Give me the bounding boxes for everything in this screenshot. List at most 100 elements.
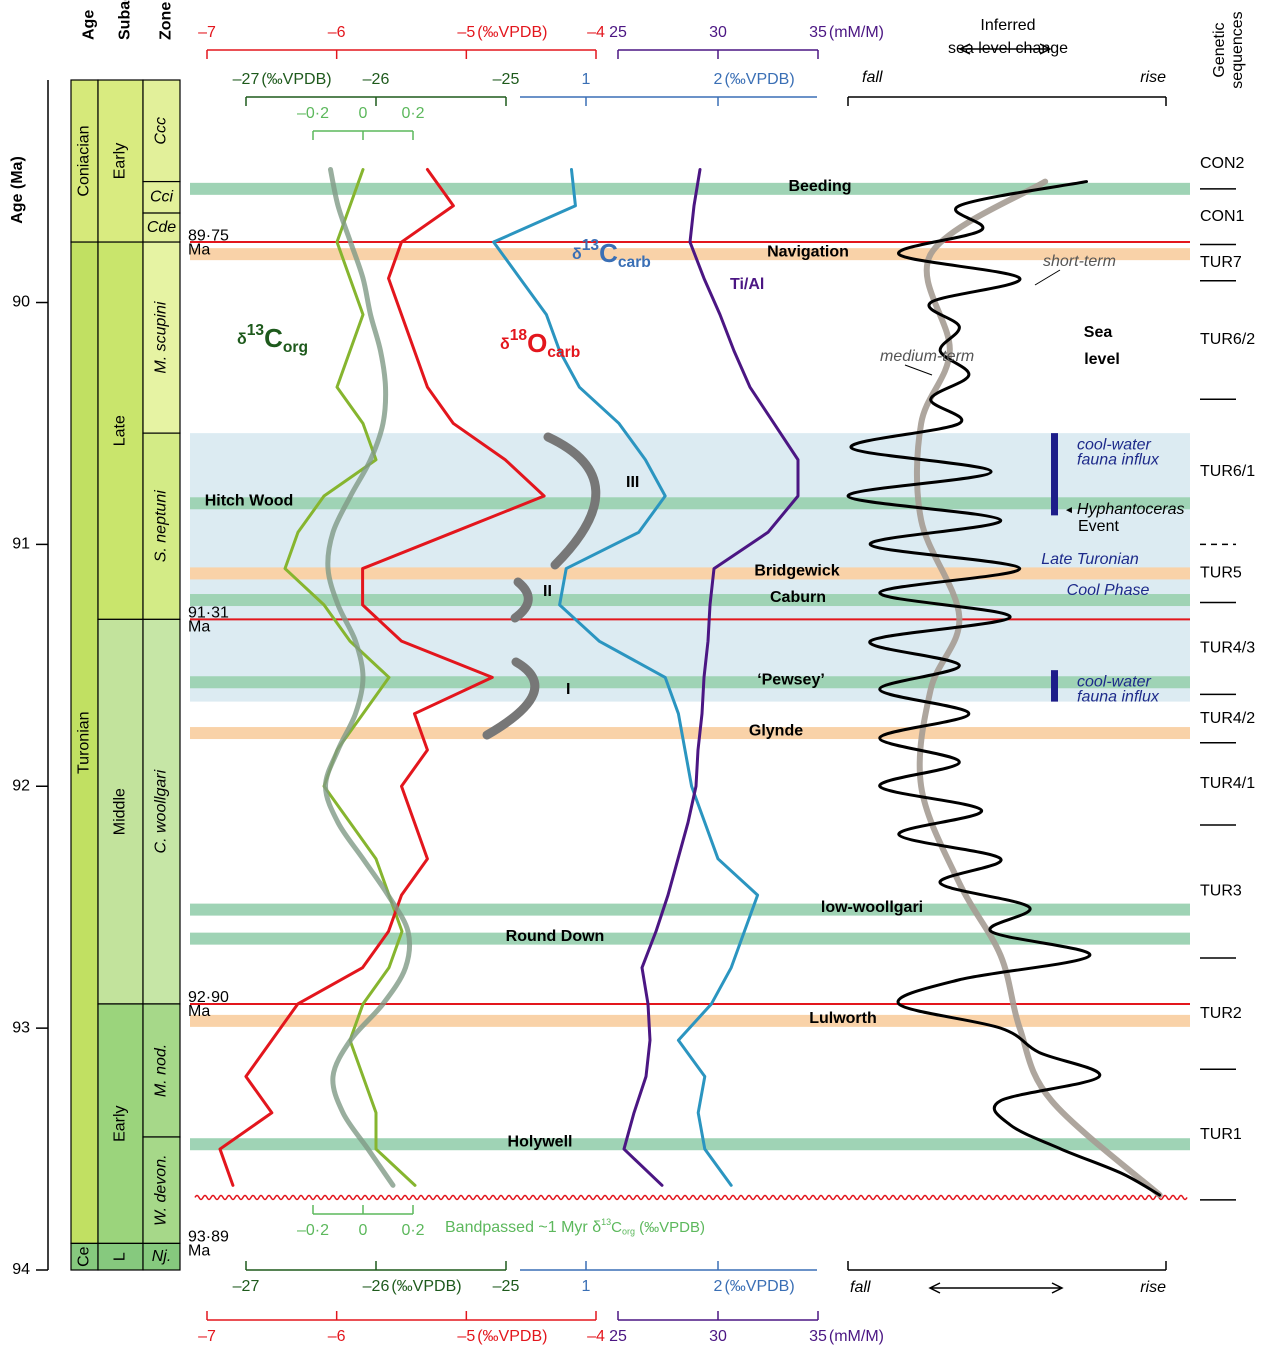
column-unit (97, 241, 144, 620)
cool-phase-band (190, 433, 1190, 702)
bracket-label: II (543, 583, 552, 600)
fauna-label: cool-water (1077, 436, 1151, 453)
event-label: Glynde (749, 722, 803, 739)
event-band (190, 497, 1190, 510)
data-line (492, 167, 760, 1187)
sequence-label: TUR1 (1200, 1126, 1242, 1143)
hyph-part: Hyphantoceras (1077, 501, 1185, 518)
column-title: Age (81, 10, 98, 40)
event-label: Lulworth (809, 1010, 877, 1027)
event-band (190, 903, 1190, 916)
column-label: Late (112, 415, 129, 446)
unconformity (194, 1194, 1188, 1201)
column-label: Cde (147, 219, 176, 236)
event-band (190, 1138, 1190, 1151)
bandpass-title-part: 13 (601, 1217, 611, 1227)
column-unit (142, 180, 181, 214)
column-label: M. nod. (153, 1044, 170, 1097)
hyphantoceras-label: ◄ Hyphantoceras (1064, 501, 1185, 518)
column-unit (97, 79, 144, 243)
y-tick-label: 90 (12, 294, 30, 311)
series-label-part: C (264, 323, 283, 353)
x-tick-label: –7 (198, 24, 216, 41)
series-label-part: Ti/Al (730, 276, 764, 293)
x-tick-label: –25 (493, 71, 520, 88)
data-line (913, 178, 1163, 1199)
boundary-unit: Ma (188, 619, 210, 636)
x-tick-label: 2 (714, 1278, 723, 1295)
axis-unit: (mM/M) (829, 1328, 884, 1345)
column-unit (97, 1242, 144, 1271)
sea-level-end: rise (1140, 69, 1166, 86)
column-title: Subage (117, 0, 134, 40)
x-tick-label: 25 (609, 24, 627, 41)
bracket (510, 577, 533, 623)
x-tick-label: –0·2 (297, 105, 329, 122)
axis-unit: (‰VPDB) (724, 71, 794, 88)
column-label: W. devon. (153, 1154, 170, 1225)
bandpass-title-part: org (622, 1227, 635, 1237)
sequence-label: TUR4/1 (1200, 775, 1255, 792)
boundary-unit: Ma (188, 1003, 210, 1020)
event-band (190, 727, 1190, 740)
series-label-part: 18 (510, 327, 528, 344)
x-tick-label: –7 (198, 1328, 216, 1345)
x-tick-label: –27 (233, 1278, 260, 1295)
fauna-label: fauna influx (1077, 451, 1160, 468)
x-tick-label: 2 (714, 71, 723, 88)
x-tick-label: 0 (359, 105, 368, 122)
x-tick-label: –27 (233, 71, 260, 88)
column-label: Early (112, 143, 129, 179)
column-unit (97, 1003, 144, 1244)
base-age-unit: Ma (188, 1243, 210, 1260)
data-line (323, 166, 413, 1188)
fauna-label: fauna influx (1077, 688, 1160, 705)
event-band (190, 932, 1190, 945)
bandpass-title-part: C (611, 1219, 622, 1236)
series-label-part: 13 (582, 237, 600, 254)
x-tick-label: –0·2 (297, 1222, 329, 1239)
axis-unit: (‰VPDB) (261, 71, 331, 88)
event-band (190, 676, 1190, 689)
sequence-label: TUR5 (1200, 565, 1242, 582)
base-age-label: 93·89 (188, 1229, 229, 1246)
column-label: Nj. (152, 1248, 172, 1265)
series-label-part: O (527, 328, 547, 358)
event-label: Bridgewick (754, 563, 839, 580)
boundary-label: 92·90 (188, 989, 229, 1006)
bracket-label: III (626, 474, 639, 491)
x-tick-label: 35 (809, 24, 827, 41)
axis-unit: (‰VPDB) (391, 1278, 461, 1295)
sea-level-title: Inferred (980, 17, 1035, 34)
sea-level-end: fall (850, 1279, 871, 1296)
x-tick-label: 25 (609, 1328, 627, 1345)
hyph-part: ◄ (1064, 505, 1074, 516)
x-tick-label: 1 (582, 1278, 591, 1295)
column-unit (142, 1242, 181, 1271)
series-label-part: δ (237, 331, 247, 348)
axis-unit: (‰VPDB) (477, 1328, 547, 1345)
data-line (283, 167, 417, 1187)
series-label: δ13Corg (237, 322, 308, 356)
event-label: Beeding (788, 178, 851, 195)
column-label: Middle (112, 788, 129, 835)
data-line (218, 167, 546, 1187)
sequence-label: TUR3 (1200, 883, 1242, 900)
series-label-part: org (283, 339, 308, 356)
x-tick-label: –4 (587, 24, 605, 41)
series-label: short-term (1043, 253, 1116, 270)
bracket (543, 432, 601, 570)
sequences-title: sequences (1229, 11, 1246, 88)
x-tick-label: –6 (328, 1328, 346, 1345)
series-label-part: carb (618, 254, 651, 271)
column-unit (142, 432, 181, 620)
column-unit (142, 241, 181, 434)
column-label: C. woollgari (153, 769, 170, 853)
bracket (482, 657, 540, 740)
sea-level-end: fall (862, 69, 883, 86)
column-label: Early (112, 1105, 129, 1141)
leader (1034, 269, 1061, 286)
x-tick-label: 0 (359, 1222, 368, 1239)
cool-phase-label: Cool Phase (1067, 582, 1150, 599)
x-tick-label: –26 (363, 1278, 390, 1295)
